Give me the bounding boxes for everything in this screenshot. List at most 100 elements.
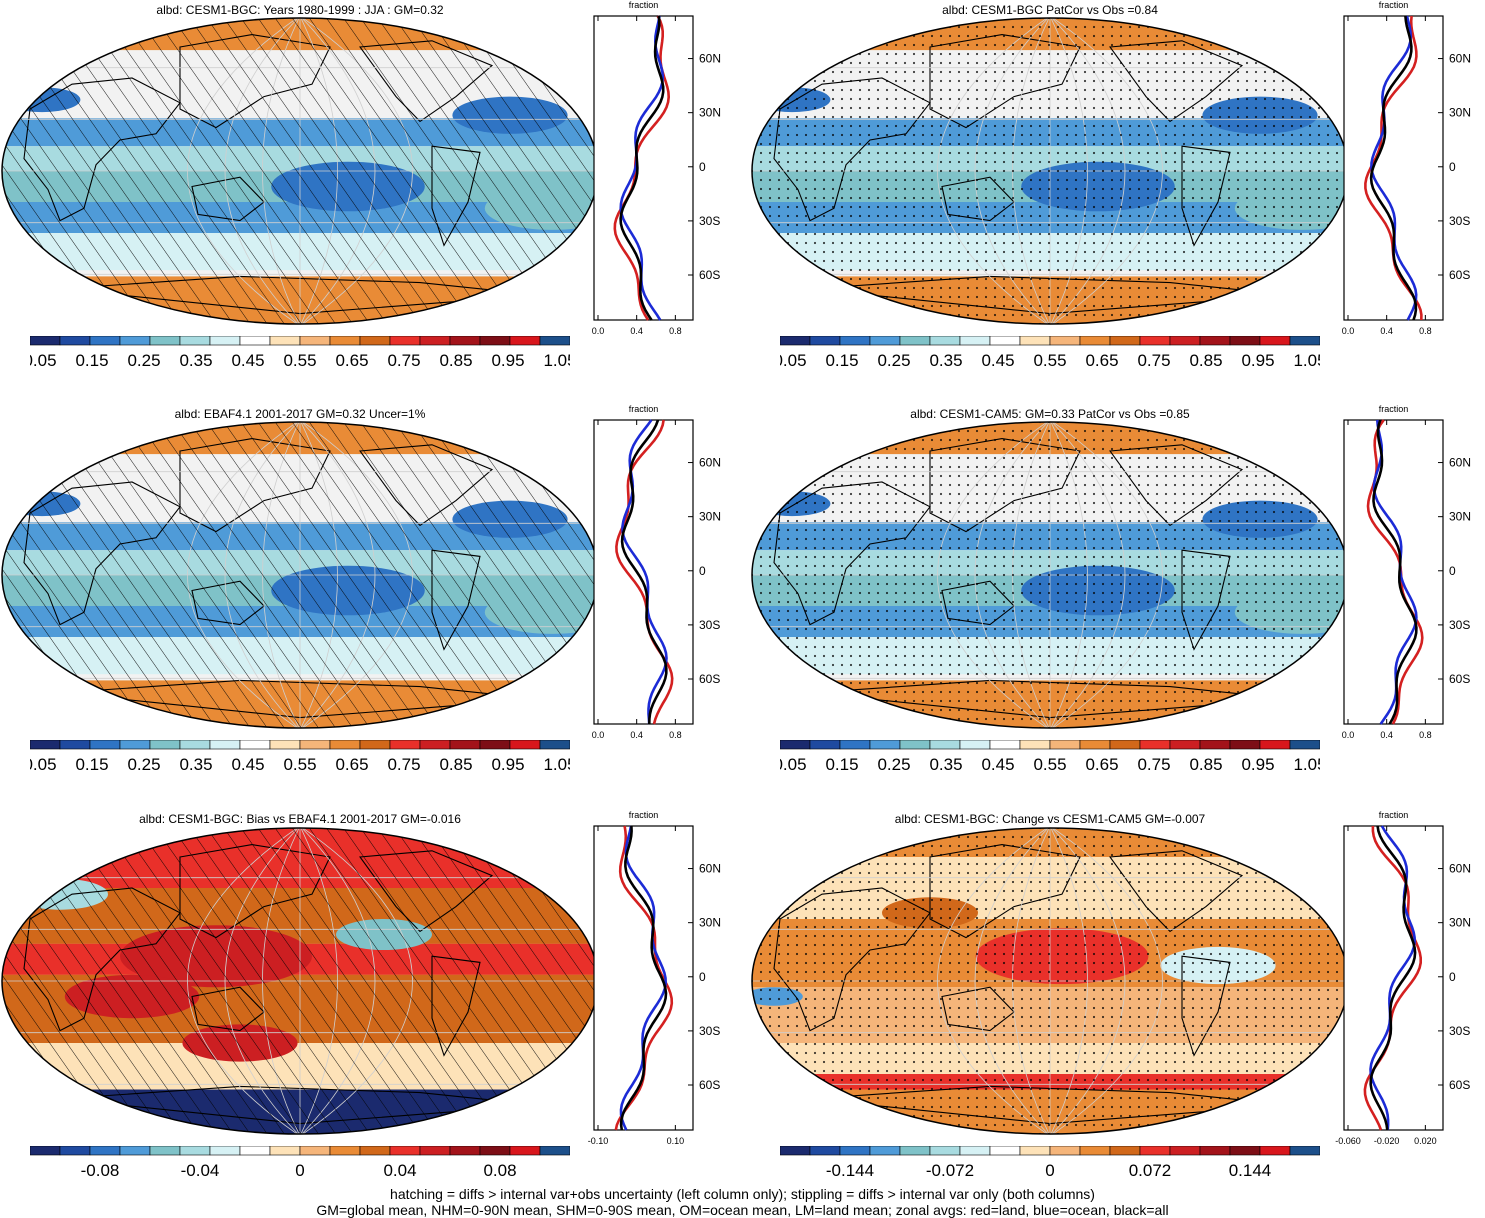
zonal-line-all <box>619 15 665 321</box>
colorbar-label: 0.65 <box>335 351 368 370</box>
global-map-p6 <box>751 827 1349 1135</box>
colorbar-swatch <box>959 740 991 750</box>
zonal-x-tick-label: -0.060 <box>1335 1136 1361 1146</box>
colorbar-label: 0.35 <box>929 755 962 774</box>
colorbar-label: 0.85 <box>439 351 472 370</box>
colorbar-swatch <box>1019 336 1051 346</box>
zonal-lat-label: 60S <box>699 1078 720 1092</box>
colorbar-label: 1.05 <box>1293 755 1320 774</box>
colorbar-p6: -0.144 -0.072 0 0.072 0.144 <box>780 1146 1320 1180</box>
zonal-mean-plot-p6: fraction -0.060 -0.020 0.020 60N 30N 0 30S 60S <box>1335 810 1471 1146</box>
zonal-line-all <box>1369 825 1417 1131</box>
global-map-p4 <box>751 421 1349 729</box>
zonal-lat-label: 60N <box>1449 862 1471 876</box>
colorbar-swatch <box>299 336 331 346</box>
colorbar-swatch <box>209 740 241 750</box>
colorbar-swatch <box>809 1146 841 1156</box>
zonal-x-tick-label: 0.0 <box>592 326 605 336</box>
colorbar-p2: 0.05 0.15 0.25 0.35 0.45 0.55 0.65 0.75 0.85 0.95… <box>780 336 1320 370</box>
colorbar-swatch <box>179 336 211 346</box>
colorbar-swatch <box>149 336 181 346</box>
colorbar-label: 0.45 <box>231 351 264 370</box>
colorbar-label: 0.15 <box>825 755 858 774</box>
zonal-lat-label: 0 <box>699 564 706 578</box>
colorbar-swatch <box>30 1146 61 1156</box>
colorbar-swatch <box>780 1146 811 1156</box>
colorbar-swatch <box>869 336 901 346</box>
colorbar-label: 0.25 <box>877 755 910 774</box>
zonal-lat-label: 30S <box>1449 618 1470 632</box>
colorbar-swatch <box>149 740 181 750</box>
colorbar-swatch <box>239 1146 271 1156</box>
colorbar-swatch <box>119 740 151 750</box>
colorbar-swatch <box>209 1146 241 1156</box>
zonal-lat-label: 60N <box>1449 52 1471 66</box>
zonal-x-tick-label: 0.0 <box>1342 730 1355 740</box>
zonal-mean-plot-p5: fraction -0.10 0.10 60N 30N 0 30S 60S <box>588 810 721 1146</box>
zonal-line-all <box>1369 15 1418 321</box>
zonal-x-tick-label: 0.8 <box>1419 326 1432 336</box>
colorbar-swatch <box>119 336 151 346</box>
zonal-line-all <box>620 419 668 725</box>
zonal-lat-label: 30S <box>1449 214 1470 228</box>
colorbar-swatch <box>449 1146 481 1156</box>
zonal-lat-label: 30N <box>699 106 721 120</box>
colorbar-swatch <box>329 336 361 346</box>
colorbar-swatch <box>1199 1146 1231 1156</box>
zonal-x-tick-label: 0.8 <box>669 730 682 740</box>
zonal-lat-label: 60N <box>699 862 721 876</box>
colorbar-swatch <box>780 336 811 346</box>
zonal-mean-plot-p1: fraction 0.0 0.4 0.8 60N 30N 0 30S 60S <box>592 0 721 336</box>
zonal-lat-label: 60S <box>1449 1078 1470 1092</box>
colorbar-swatch <box>839 740 871 750</box>
zonal-lat-label: 60N <box>1449 456 1471 470</box>
colorbar-swatch <box>329 740 361 750</box>
zonal-x-tick-label: 0.8 <box>669 326 682 336</box>
colorbar-swatch <box>179 1146 211 1156</box>
colorbar-swatch <box>1289 740 1320 750</box>
stippling-overlay <box>752 828 1348 1134</box>
colorbar-swatch <box>809 336 841 346</box>
colorbar-swatch <box>1289 336 1320 346</box>
colorbar-label: 0.85 <box>1189 351 1222 370</box>
zonal-mean-plot-p3: fraction 0.0 0.4 0.8 60N 30N 0 30S 60S <box>592 404 721 740</box>
zonal-x-tick-label: 0.4 <box>630 326 643 336</box>
colorbar-label: 0.65 <box>335 755 368 774</box>
colorbar-label: 0.55 <box>283 755 316 774</box>
zonal-x-title: fraction <box>629 404 659 414</box>
zonal-plot-frame <box>1343 419 1444 725</box>
zonal-line-all <box>1372 419 1418 725</box>
zonal-line-ocean <box>1370 15 1418 321</box>
colorbar-swatch <box>299 740 331 750</box>
colorbar-swatch <box>989 740 1021 750</box>
zonal-plot-frame <box>1343 825 1444 1131</box>
colorbar-label: 0.25 <box>877 351 910 370</box>
colorbar-swatch <box>1049 336 1081 346</box>
colorbar-label: 0.45 <box>981 351 1014 370</box>
colorbar-swatch <box>269 1146 301 1156</box>
panel-title-p1: albd: CESM1-BGC: Years 1980-1999 : JJA :… <box>156 3 444 17</box>
colorbar-swatch <box>509 740 541 750</box>
colorbar-swatch <box>329 1146 361 1156</box>
zonal-x-title: fraction <box>629 0 659 10</box>
zonal-line-all <box>619 825 668 1131</box>
zonal-x-tick-label: -0.020 <box>1374 1136 1400 1146</box>
colorbar-swatch <box>359 336 391 346</box>
colorbar-swatch <box>509 336 541 346</box>
colorbar-swatch <box>299 1146 331 1156</box>
zonal-lat-label: 0 <box>1449 160 1456 174</box>
colorbar-swatch <box>780 740 811 750</box>
colorbar-swatch <box>1019 1146 1051 1156</box>
colorbar-label: 0.95 <box>1241 755 1274 774</box>
colorbar-label: 0.55 <box>1033 755 1066 774</box>
zonal-lat-label: 30S <box>1449 1024 1470 1038</box>
colorbar-swatch <box>1169 1146 1201 1156</box>
zonal-lat-label: 0 <box>699 970 706 984</box>
zonal-lat-label: 60S <box>1449 672 1470 686</box>
colorbar-swatch <box>389 1146 421 1156</box>
colorbar-swatch <box>419 1146 451 1156</box>
colorbar-swatch <box>1109 336 1141 346</box>
colorbar-label: 0.75 <box>387 351 420 370</box>
colorbar-swatch <box>419 740 451 750</box>
colorbar-label: 0.45 <box>231 755 264 774</box>
